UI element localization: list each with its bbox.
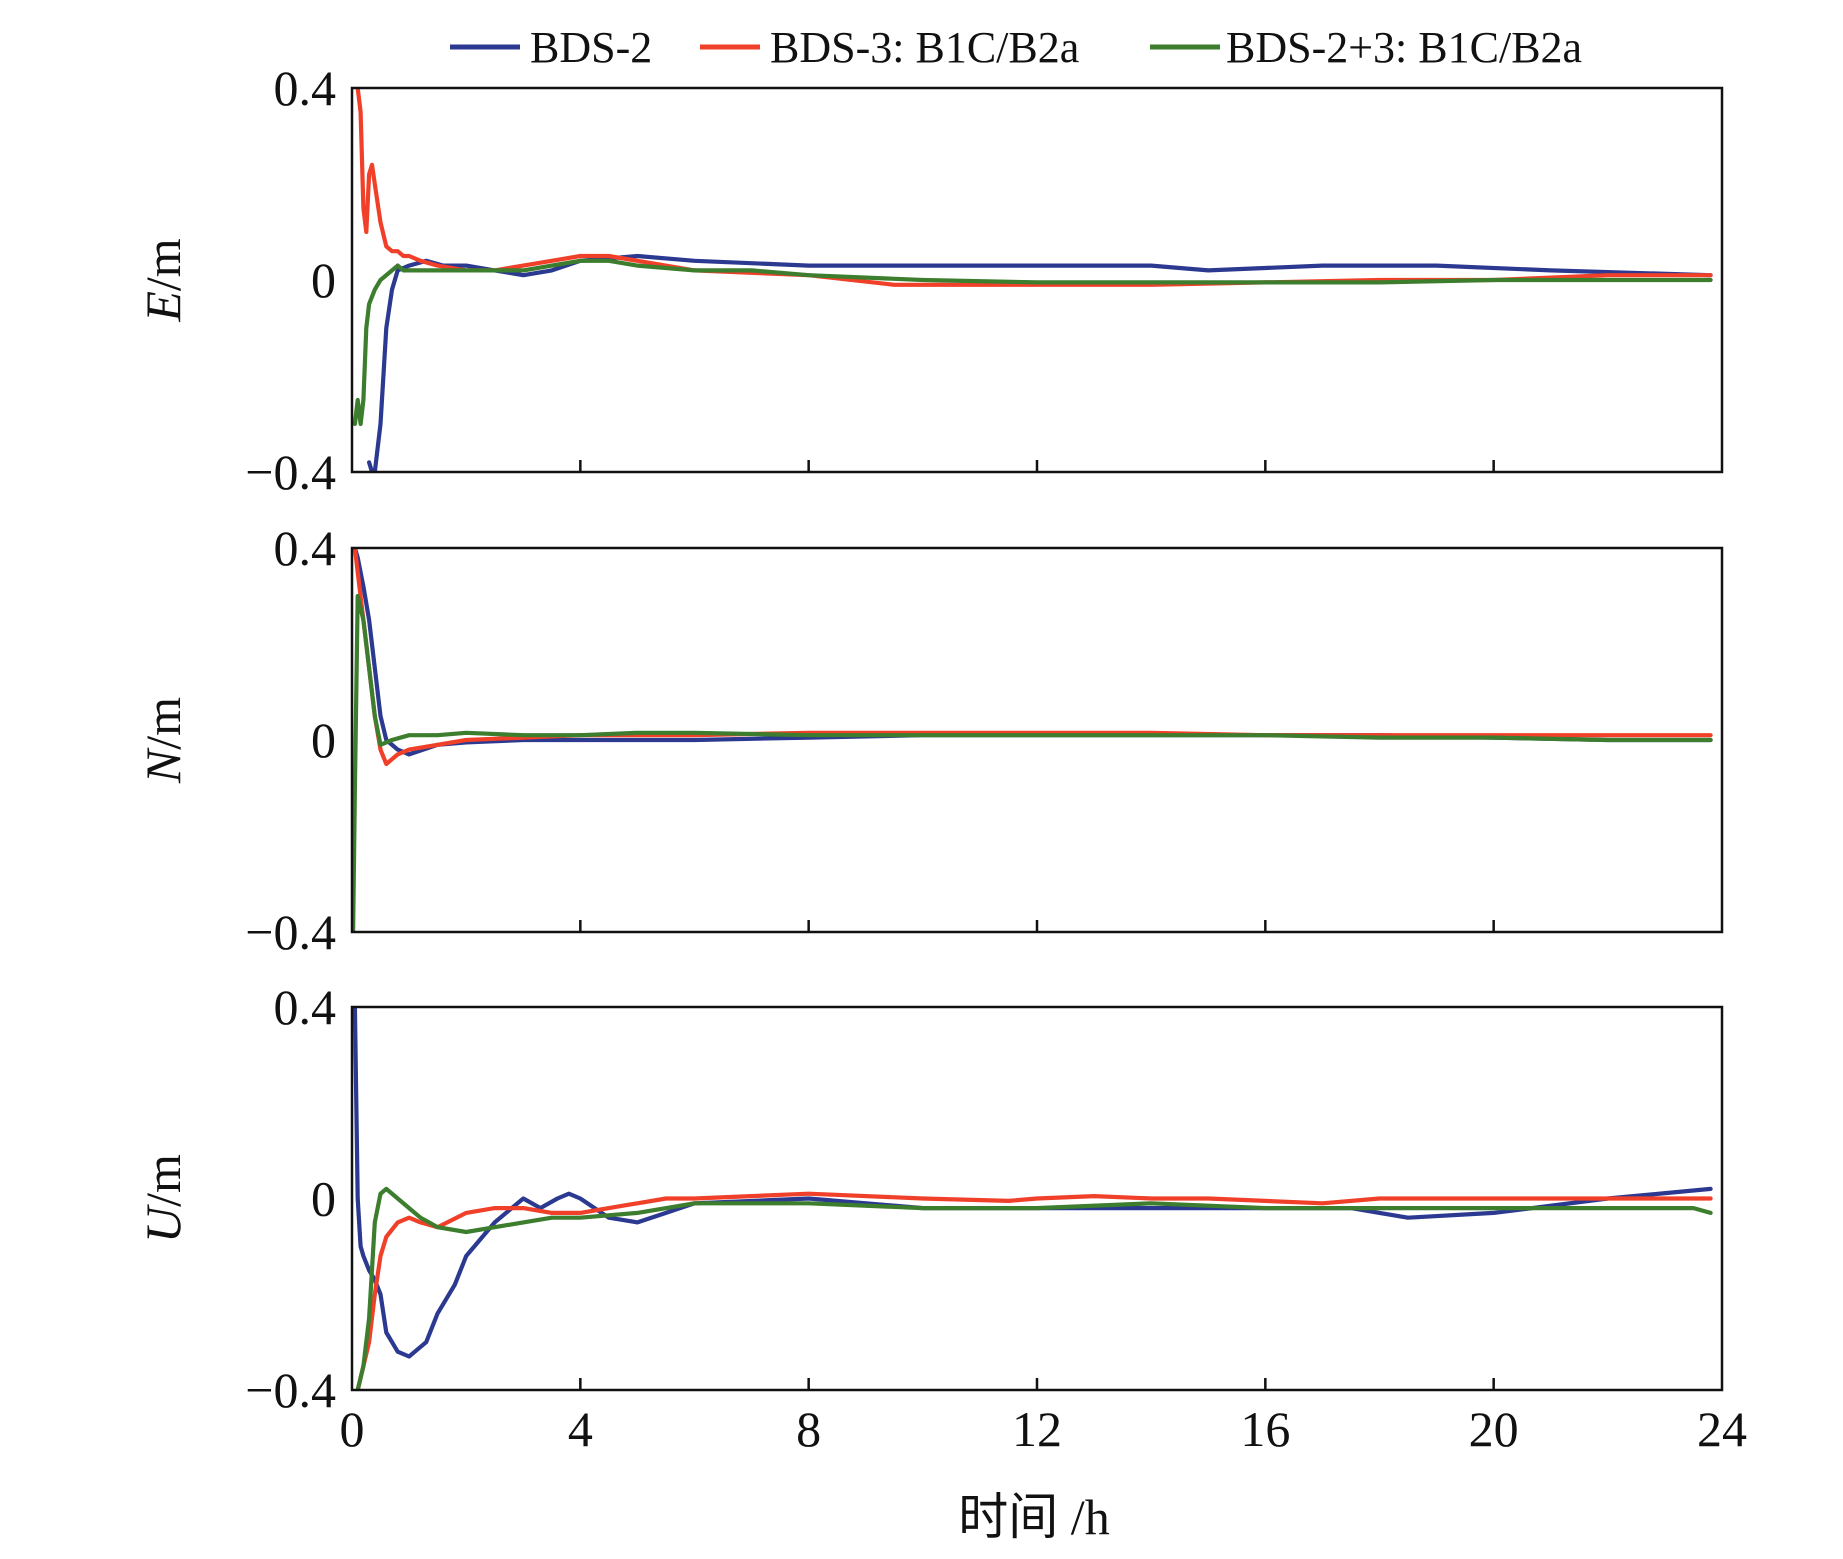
y-tick-label: 0 — [311, 1171, 336, 1227]
series-line-bds-2-3-b1c-b2a-e — [352, 258, 1713, 427]
x-tick-label: 24 — [1697, 1401, 1747, 1457]
legend-label: BDS-3: B1C/B2a — [770, 23, 1079, 72]
x-tick-labels: 0 4 8 12 16 20 24 — [340, 1401, 1748, 1457]
panel-u: 0.4 0 −0.4 U/m — [135, 979, 1724, 1418]
panels: 0.4 0 −0.4 E/m 0.4 0 −0.4 N/m 0.4 0 −0.4 U/m — [135, 60, 1724, 1418]
legend-label: BDS-2+3: B1C/B2a — [1226, 23, 1582, 72]
y-tick-label: −0.4 — [245, 904, 336, 960]
y-tick-label: −0.4 — [245, 444, 336, 500]
series-line-bds-3-b1c-b2a-u — [355, 1191, 1713, 1390]
y-axis-label-variable: E — [135, 291, 191, 323]
panel-e: 0.4 0 −0.4 E/m — [135, 60, 1724, 500]
x-tick-label: 8 — [796, 1401, 821, 1457]
panel-n: 0.4 0 −0.4 N/m — [135, 520, 1724, 960]
y-axis-label-variable: U — [135, 1204, 191, 1243]
panel-n-series — [352, 548, 1713, 932]
x-tick-label: 16 — [1240, 1401, 1290, 1457]
series-line-bds-3-b1c-b2a-e — [355, 88, 1713, 287]
series-line-bds-3-b1c-b2a-n — [352, 548, 1713, 767]
y-axis-label-u: U/m — [135, 1154, 191, 1243]
series-line-bds-2-3-b1c-b2a-u — [355, 1186, 1713, 1390]
x-axis-label: 时间 /h — [958, 1489, 1109, 1545]
y-axis-label-unit: /m — [135, 238, 191, 291]
x-tick-label: 12 — [1012, 1401, 1062, 1457]
x-tick-label: 0 — [340, 1401, 365, 1457]
y-tick-label: 0.4 — [274, 60, 337, 116]
legend-item-bds-2-3-b1c-b2a: BDS-2+3: B1C/B2a — [1150, 23, 1582, 72]
y-tick-label: −0.4 — [245, 1362, 336, 1418]
y-axis-label-e: E/m — [135, 238, 191, 322]
series-line-bds-2-n — [352, 548, 1713, 757]
y-axis-label-unit: /m — [135, 697, 191, 750]
y-axis-label-n: N/m — [135, 697, 191, 784]
y-tick-label: 0 — [311, 252, 336, 308]
y-axis-label-variable: N — [135, 747, 191, 784]
y-axis-label-unit: /m — [135, 1154, 191, 1207]
y-tick-label: 0.4 — [274, 520, 337, 576]
x-tick-label: 20 — [1469, 1401, 1519, 1457]
legend-item-bds-3-b1c-b2a: BDS-3: B1C/B2a — [700, 23, 1079, 72]
series-line-bds-2-e — [367, 253, 1713, 472]
legend: BDS-2 BDS-3: B1C/B2a BDS-2+3: B1C/B2a — [450, 23, 1582, 72]
series-line-bds-2-3-b1c-b2a-n — [352, 593, 1713, 932]
y-tick-label: 0 — [311, 712, 336, 768]
x-tick-label: 4 — [568, 1401, 593, 1457]
panel-u-series — [352, 1007, 1713, 1390]
panel-e-series — [352, 88, 1713, 472]
legend-item-bds-2: BDS-2 — [450, 23, 652, 72]
series-line-bds-2-u — [352, 1007, 1713, 1359]
y-tick-label: 0.4 — [274, 979, 337, 1035]
legend-label: BDS-2 — [530, 23, 652, 72]
